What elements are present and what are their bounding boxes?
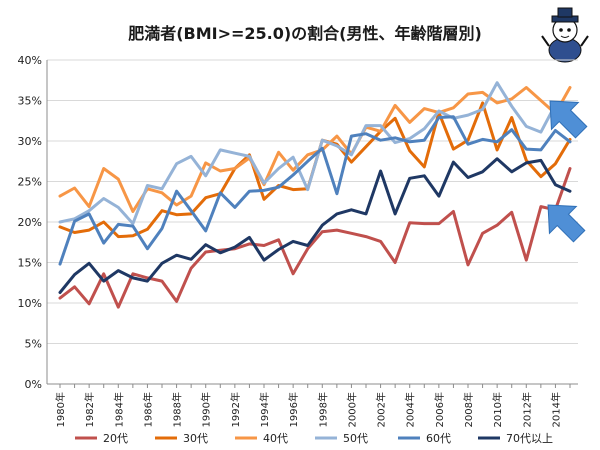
- y-tick-label: 35%: [18, 95, 42, 108]
- legend-label: 40代: [263, 432, 288, 445]
- x-tick-label: 1986年: [141, 392, 154, 427]
- y-tick-label: 30%: [18, 135, 42, 148]
- x-tick-label: 2008年: [462, 392, 475, 427]
- x-tick-label: 2010年: [491, 392, 504, 427]
- y-tick-label: 25%: [18, 176, 42, 189]
- x-tick-label: 1982年: [83, 392, 96, 427]
- chart-title: 肥満者(BMI>=25.0)の割合(男性、年齢階層別): [128, 24, 482, 43]
- series-line-60代: [58, 115, 572, 266]
- x-tick-label: 2004年: [404, 392, 417, 427]
- x-tick-label: 2000年: [345, 392, 358, 427]
- legend-label: 50代: [343, 432, 368, 445]
- x-tick-label: 2006年: [433, 392, 446, 427]
- y-tick-label: 40%: [18, 54, 42, 67]
- legend-label: 70代以上: [506, 432, 553, 445]
- x-tick-label: 2012年: [520, 392, 533, 427]
- x-tick-label: 1992年: [229, 392, 242, 427]
- y-tick-label: 20%: [18, 216, 42, 229]
- y-tick-label: 15%: [18, 257, 42, 270]
- x-tick-label: 1990年: [200, 392, 213, 427]
- legend-label: 20代: [103, 432, 128, 445]
- up-arrow-icon: [547, 204, 586, 243]
- series-line-70代以上: [58, 157, 572, 294]
- x-tick-label: 1984年: [112, 392, 125, 427]
- series-line-20代: [58, 167, 572, 309]
- x-tick-label: 2014年: [549, 392, 562, 427]
- x-tick-label: 1988年: [171, 392, 184, 427]
- x-tick-label: 1996年: [287, 392, 300, 427]
- series-line-50代: [58, 81, 572, 226]
- plot-area: 0% 5% 10% 15% 20% 25% 30% 35% 40% 1980年 1982年 1984年…: [18, 54, 578, 427]
- mascot-character-icon: [541, 7, 589, 63]
- up-arrow-icon: [549, 100, 588, 139]
- y-tick-label: 0%: [25, 378, 42, 391]
- x-tick-label: 1994年: [258, 392, 271, 427]
- y-tick-label: 10%: [18, 297, 42, 310]
- legend-label: 30代: [183, 432, 208, 445]
- legend-label: 60代: [426, 432, 451, 445]
- x-tick-label: 2002年: [375, 392, 388, 427]
- x-tick-label: 1998年: [316, 392, 329, 427]
- legend: 20代 30代 40代 50代 60代 70代以上: [75, 432, 553, 445]
- y-tick-label: 5%: [25, 338, 42, 351]
- x-tick-label: 1980年: [54, 392, 67, 427]
